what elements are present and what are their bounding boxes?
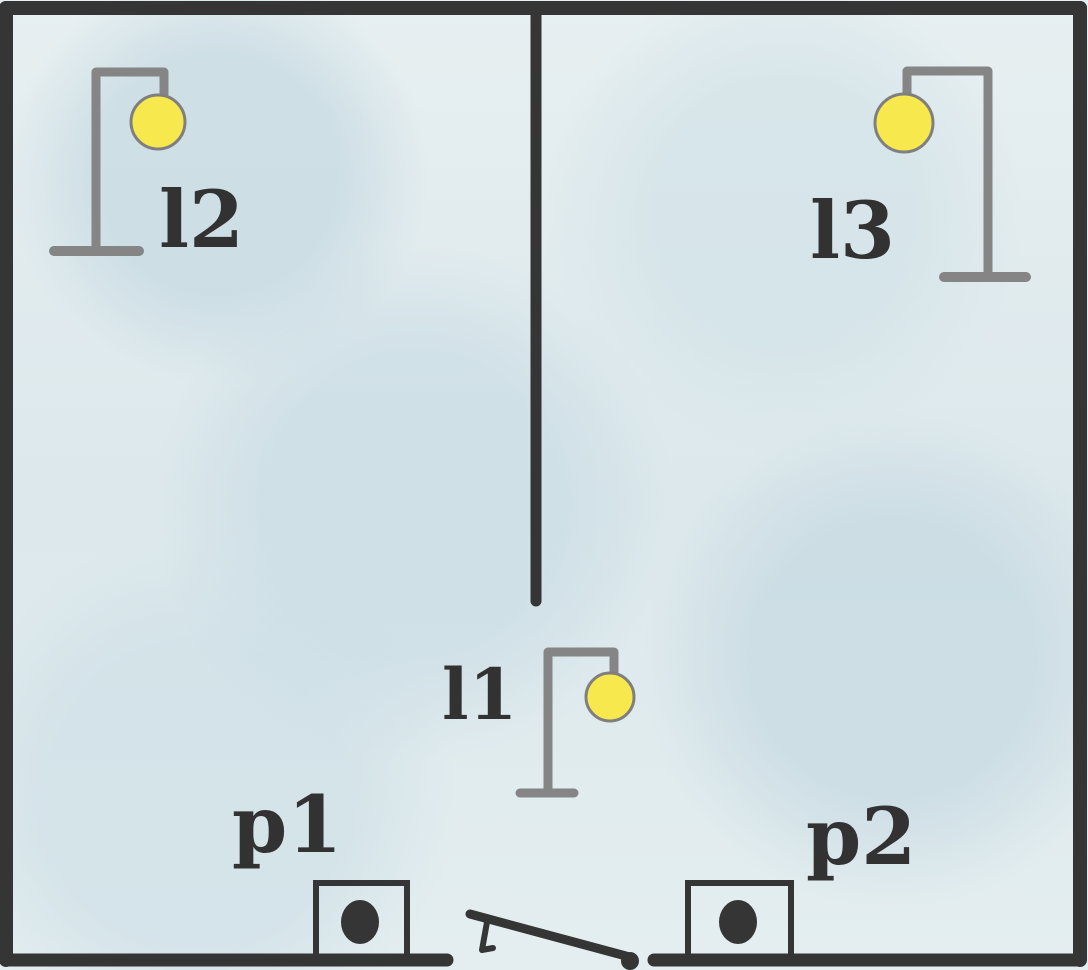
lamp-l3-post: [902, 66, 993, 280]
door-leaf: [465, 909, 631, 961]
lamp-l1-post: [543, 647, 619, 797]
lamp-l1: [515, 647, 636, 798]
lamp-l2-bulb: [129, 93, 187, 151]
lamp-l3-bulb: [873, 92, 935, 154]
label-l1: l1: [442, 653, 517, 736]
door-hinge: [621, 952, 639, 970]
label-p2: p2: [806, 790, 916, 883]
lamp-l2-post: [91, 67, 169, 255]
label-l2: l2: [159, 173, 244, 266]
label-p1: p1: [232, 778, 342, 871]
switch-p1: [313, 880, 410, 962]
door-handle: [479, 919, 496, 953]
lamp-l1-bulb: [584, 671, 636, 723]
lamp-l2: [49, 67, 187, 256]
label-l3: l3: [810, 184, 895, 277]
door-symbol: [465, 909, 639, 970]
lamp-l3: [873, 66, 1031, 282]
switch-p1-dot: [341, 900, 379, 944]
switch-p2: [685, 880, 794, 962]
switch-p2-dot: [719, 900, 757, 944]
switch-p1-box: [313, 880, 410, 962]
switch-p2-box: [685, 880, 794, 962]
